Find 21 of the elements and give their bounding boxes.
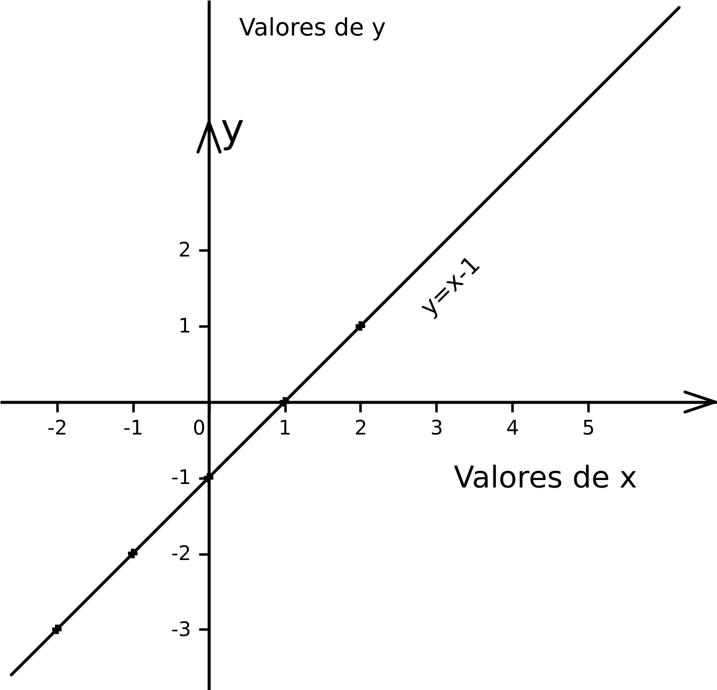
point: [128, 548, 138, 558]
x-tick-label: -2: [47, 415, 68, 440]
annotation: y: [220, 106, 244, 152]
x-tick-label: 1: [278, 415, 292, 440]
y-tick-label: 1: [178, 314, 192, 338]
y-tick-label: -1: [171, 465, 192, 490]
x-tick-label: 2: [354, 415, 368, 440]
y-axis-title: Valores de y: [239, 14, 386, 42]
x-tick-label: 3: [430, 415, 444, 440]
x-tick-label: 5: [582, 415, 595, 440]
point: [280, 397, 290, 407]
point: [204, 472, 214, 482]
x-tick-label: 4: [506, 415, 520, 440]
y-tick-label: 2: [178, 238, 192, 262]
y-tick-label: -2: [171, 541, 192, 566]
point: [52, 624, 62, 634]
point: [356, 321, 366, 331]
x-tick-label: -1: [123, 415, 144, 440]
x-axis-title: Valores de x: [454, 460, 638, 496]
y-tick-label: -3: [171, 616, 192, 641]
x-tick-label: 0: [192, 415, 206, 440]
